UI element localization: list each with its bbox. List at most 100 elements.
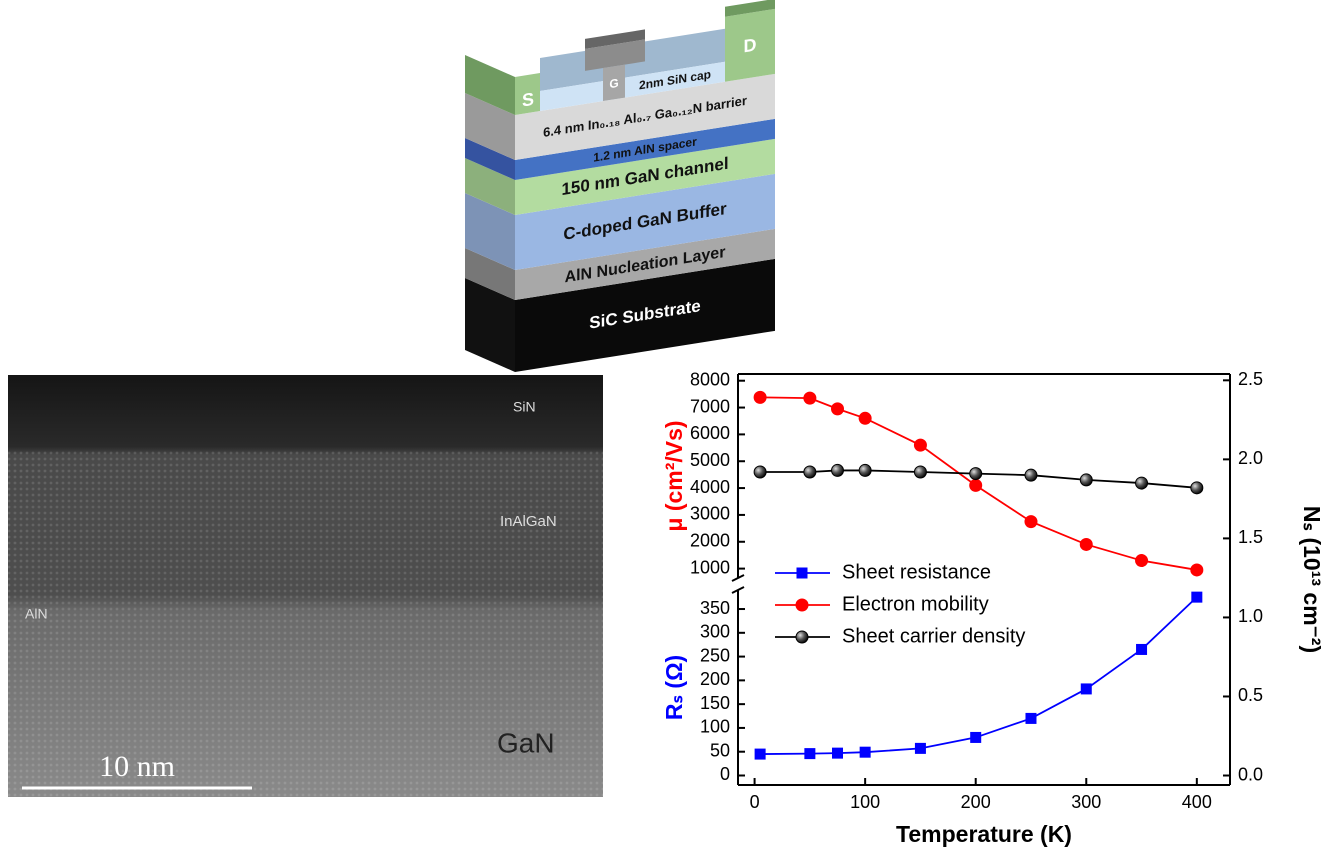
marker xyxy=(1079,473,1093,487)
side-face xyxy=(465,55,515,115)
marker xyxy=(969,467,983,481)
y-axis-title: Rₛ (Ω) xyxy=(661,655,687,720)
axis-break xyxy=(731,586,745,594)
y-tick-label: 8000 xyxy=(690,369,730,389)
marker xyxy=(753,465,767,479)
legend-label: Sheet carrier density xyxy=(842,625,1025,647)
side-face xyxy=(465,138,515,180)
series-line xyxy=(760,396,1197,571)
y2-tick-label: 2.0 xyxy=(1238,448,1263,468)
marker xyxy=(1136,643,1148,655)
marker xyxy=(1024,468,1038,482)
drain-label: D xyxy=(744,35,757,57)
y2-axis-title: Nₛ (10¹³ cm⁻²) xyxy=(1299,506,1325,653)
side-face xyxy=(465,248,515,300)
y-tick-label: 100 xyxy=(700,717,730,737)
marker xyxy=(831,402,845,416)
legend-marker xyxy=(795,630,809,644)
y-axis-title: μ (cm²/Vs) xyxy=(661,420,687,531)
layer xyxy=(515,173,775,270)
tem-image: SiN InAlGaN AlN GaN 10 nm xyxy=(8,375,603,797)
tem-label: GaN xyxy=(497,727,555,758)
y-tick-label: 350 xyxy=(700,598,730,618)
marker xyxy=(1080,683,1092,695)
gate xyxy=(603,64,625,102)
y-tick-label: 250 xyxy=(700,645,730,665)
marker xyxy=(1024,515,1038,529)
y2-tick-label: 1.0 xyxy=(1238,606,1263,626)
drain-contact xyxy=(725,8,775,82)
x-tick-label: 200 xyxy=(961,792,991,812)
y-tick-label: 200 xyxy=(700,669,730,689)
legend-label: Sheet resistance xyxy=(842,561,991,583)
marker xyxy=(1079,537,1093,551)
x-tick-label: 100 xyxy=(850,792,880,812)
y-tick-label: 4000 xyxy=(690,477,730,497)
scale-bar-label: 10 nm xyxy=(99,750,175,783)
marker xyxy=(859,746,871,758)
axis-break xyxy=(731,574,745,582)
x-axis-title: Temperature (K) xyxy=(896,821,1072,847)
y2-tick-label: 2.5 xyxy=(1238,369,1263,389)
marker xyxy=(970,731,982,743)
layer xyxy=(515,73,775,160)
marker xyxy=(858,463,872,477)
tem-label: SiN xyxy=(513,399,536,415)
y-tick-label: 7000 xyxy=(690,396,730,416)
series-line xyxy=(760,469,1197,489)
marker xyxy=(803,391,817,405)
series-line xyxy=(760,596,1198,755)
marker xyxy=(1190,481,1204,495)
marker xyxy=(1135,554,1149,568)
chart: 0 100 200 300 400100020003000400050006000700… xyxy=(661,369,1325,847)
y2-tick-label: 0.5 xyxy=(1238,685,1263,705)
drain-contact xyxy=(725,0,775,17)
tem-lattice xyxy=(8,450,603,797)
source-label: S xyxy=(522,89,534,111)
gate-label: G xyxy=(609,76,618,91)
marker xyxy=(969,478,983,492)
layer xyxy=(515,228,775,300)
y2-tick-label: 1.5 xyxy=(1238,527,1263,547)
marker xyxy=(753,390,767,404)
side-face xyxy=(465,158,515,215)
marker xyxy=(1190,563,1204,577)
marker xyxy=(1135,476,1149,490)
marker xyxy=(754,748,766,760)
marker xyxy=(913,465,927,479)
y-tick-label: 6000 xyxy=(690,423,730,443)
legend-marker xyxy=(796,567,808,579)
marker xyxy=(803,465,817,479)
side-face xyxy=(465,278,515,372)
tem-label: InAlGaN xyxy=(500,513,557,530)
layer xyxy=(515,118,775,180)
tem-label: AlN xyxy=(25,606,48,622)
device-diagram: S D G 2nm SiN cap 6.4 nm In₀.₁₈ Al₀.₇ Ga… xyxy=(465,0,775,372)
marker xyxy=(858,411,872,425)
marker xyxy=(804,748,816,760)
layer xyxy=(515,138,775,215)
y-tick-label: 5000 xyxy=(690,450,730,470)
x-tick-label: 400 xyxy=(1182,792,1212,812)
marker xyxy=(913,438,927,452)
x-tick-label: 0 xyxy=(750,792,760,812)
legend-marker xyxy=(795,598,809,612)
marker xyxy=(832,747,844,759)
layer xyxy=(515,258,775,372)
y-tick-label: 0 xyxy=(720,764,730,784)
gate xyxy=(585,29,645,49)
y-tick-label: 300 xyxy=(700,622,730,642)
y-tick-label: 3000 xyxy=(690,504,730,524)
marker xyxy=(1191,591,1203,603)
marker xyxy=(831,463,845,477)
marker xyxy=(914,742,926,754)
marker xyxy=(1025,712,1037,724)
x-tick-label: 300 xyxy=(1071,792,1101,812)
y-tick-label: 1000 xyxy=(690,557,730,577)
layer xyxy=(540,61,725,112)
source-contact xyxy=(515,73,540,115)
y2-tick-label: 0.0 xyxy=(1238,764,1263,784)
y-tick-label: 50 xyxy=(710,740,730,760)
side-face xyxy=(465,193,515,270)
